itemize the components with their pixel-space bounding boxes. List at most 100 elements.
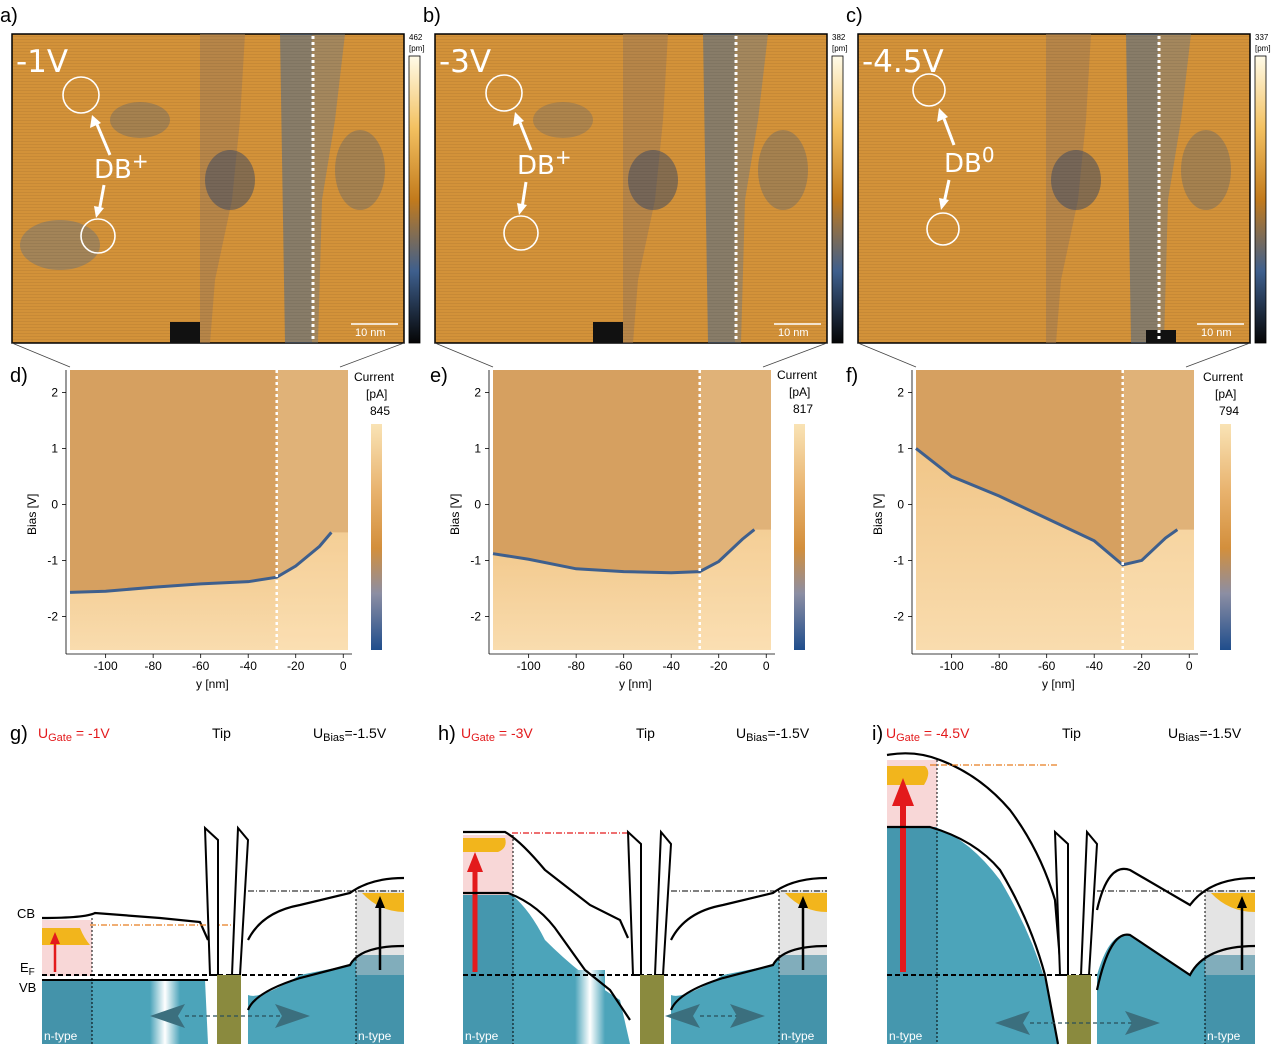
y-tick-label: 0 bbox=[51, 497, 58, 511]
heatmap-right-region bbox=[699, 370, 771, 650]
current-colorbar: Current [pA] 845 bbox=[354, 370, 395, 650]
x-tick-label: -20 bbox=[1133, 659, 1151, 673]
y-axis-label: Bias [V] bbox=[25, 494, 39, 535]
x-tick-label: -100 bbox=[517, 659, 541, 673]
current-colorbar: Current [pA] 817 bbox=[777, 368, 818, 650]
y-axis-label: Bias [V] bbox=[448, 494, 462, 535]
x-tick-label: -60 bbox=[192, 659, 210, 673]
heatmap-high-current-region bbox=[493, 529, 771, 650]
stm-image bbox=[857, 33, 1251, 344]
x-axis-label: y [nm] bbox=[1042, 677, 1075, 691]
svg-text:794: 794 bbox=[1219, 404, 1239, 418]
height-colorbar: 382 [pm] bbox=[831, 33, 848, 344]
band-diagram-h: h) UGate = -3V Tip UBias=-1.5V n-type n- bbox=[438, 723, 828, 1044]
stm-panel-b: b) -3V DB+ 10 nm 382 [pm] bbox=[423, 5, 848, 368]
height-colorbar: 462 [pm] bbox=[408, 33, 425, 344]
svg-text:[pA]: [pA] bbox=[366, 387, 387, 401]
svg-text:Current: Current bbox=[354, 370, 395, 384]
svg-text:Current: Current bbox=[1203, 370, 1244, 384]
ntype-left-label: n-type bbox=[889, 1029, 923, 1043]
y-tick-label: -2 bbox=[470, 609, 481, 623]
svg-text:[pA]: [pA] bbox=[789, 385, 810, 399]
stm-bias-label: -3V bbox=[439, 44, 491, 80]
tip-label: Tip bbox=[212, 725, 231, 741]
stm-bias-label: -1V bbox=[16, 44, 68, 80]
y-tick-label: -1 bbox=[893, 553, 904, 567]
panel-label: f) bbox=[846, 365, 858, 387]
svg-text:Current: Current bbox=[777, 368, 818, 382]
panel-label: g) bbox=[10, 723, 28, 745]
bias-label: UBias=-1.5V bbox=[1168, 725, 1242, 744]
gate-voltage-label: UGate = -3V bbox=[461, 725, 533, 744]
tip-label: Tip bbox=[636, 725, 655, 741]
map-area: -100 -80 -60 -40 -20 0 2 1 0 -1 -2 bbox=[470, 370, 775, 673]
y-tick-label: 2 bbox=[897, 385, 904, 399]
gate-voltage-label: UGate = -4.5V bbox=[886, 725, 970, 744]
svg-text:[pm]: [pm] bbox=[409, 44, 425, 53]
svg-text:845: 845 bbox=[370, 404, 390, 418]
bias-label: UBias=-1.5V bbox=[736, 725, 810, 744]
y-tick-label: 1 bbox=[474, 441, 481, 455]
current-map-e: e) -100 -80 -60 -40 -20 0 2 1 0 -1 -2 Current [pA]… bbox=[430, 365, 818, 691]
scalebar-label: 10 nm bbox=[778, 327, 809, 339]
y-tick-label: -2 bbox=[47, 609, 58, 623]
x-tick-label: -80 bbox=[990, 659, 1008, 673]
panel-label: b) bbox=[423, 5, 441, 27]
scalebar-label: 10 nm bbox=[1201, 327, 1232, 339]
y-tick-label: 2 bbox=[474, 385, 481, 399]
svg-text:817: 817 bbox=[793, 402, 813, 416]
map-area: -100 -80 -60 -40 -20 0 2 1 0 -1 -2 bbox=[893, 370, 1198, 673]
ntype-right-label: n-type bbox=[358, 1029, 392, 1043]
cb-label: CB bbox=[17, 906, 35, 921]
svg-text:[pm]: [pm] bbox=[1255, 44, 1271, 53]
x-tick-label: -60 bbox=[615, 659, 633, 673]
x-tick-label: -60 bbox=[1038, 659, 1056, 673]
current-map-d: d) -100 -80 -60 -40 -20 0 2 1 0 -1 -2 Current [pA]… bbox=[10, 365, 395, 691]
db-label: DB+ bbox=[517, 145, 572, 181]
svg-text:337: 337 bbox=[1255, 33, 1269, 42]
y-tick-label: 0 bbox=[897, 497, 904, 511]
heatmap-high-current-region bbox=[916, 448, 1194, 650]
panel-label: c) bbox=[846, 5, 863, 27]
panel-label: a) bbox=[0, 5, 18, 27]
x-tick-label: 0 bbox=[763, 659, 770, 673]
x-tick-label: -100 bbox=[94, 659, 118, 673]
stm-bias-label: -4.5V bbox=[862, 44, 944, 80]
tip-label: Tip bbox=[1062, 725, 1081, 741]
panel-label: h) bbox=[438, 723, 456, 745]
gate-voltage-label: UGate = -1V bbox=[38, 725, 110, 744]
svg-text:[pm]: [pm] bbox=[832, 44, 848, 53]
y-tick-label: -1 bbox=[470, 553, 481, 567]
current-map-f: f) -100 -80 -60 -40 -20 0 2 1 0 -1 -2 Current [pA]… bbox=[846, 365, 1244, 691]
x-axis-label: y [nm] bbox=[196, 677, 229, 691]
band-diagram-g: g) UGate = -1V Tip UBias=-1.5V bbox=[10, 723, 405, 1044]
current-colorbar: Current [pA] 794 bbox=[1203, 370, 1244, 650]
charge-transition-line bbox=[492, 528, 756, 575]
charge-transition-line bbox=[915, 447, 1179, 567]
x-tick-label: 0 bbox=[340, 659, 347, 673]
y-tick-label: -1 bbox=[47, 553, 58, 567]
height-colorbar: 337 [pm] bbox=[1254, 33, 1271, 344]
ntype-right-label: n-type bbox=[781, 1029, 815, 1043]
stm-image bbox=[434, 33, 828, 344]
panel-label: e) bbox=[430, 365, 448, 387]
heatmap-right-region bbox=[276, 370, 348, 650]
x-axis-label: y [nm] bbox=[619, 677, 652, 691]
ef-label: EF bbox=[20, 960, 35, 978]
x-tick-label: -40 bbox=[1086, 659, 1104, 673]
db-label: DB+ bbox=[94, 149, 149, 185]
x-tick-label: -20 bbox=[287, 659, 305, 673]
svg-text:462: 462 bbox=[409, 33, 423, 42]
y-tick-label: 0 bbox=[474, 497, 481, 511]
svg-text:[pA]: [pA] bbox=[1215, 387, 1236, 401]
x-tick-label: -40 bbox=[663, 659, 681, 673]
scalebar-label: 10 nm bbox=[355, 327, 386, 339]
y-tick-label: 1 bbox=[51, 441, 58, 455]
stm-image bbox=[11, 33, 405, 344]
vb-label: VB bbox=[19, 980, 36, 995]
x-tick-label: -20 bbox=[710, 659, 728, 673]
bias-label: UBias=-1.5V bbox=[313, 725, 387, 744]
map-area: -100 -80 -60 -40 -20 0 2 1 0 -1 -2 bbox=[47, 370, 352, 673]
x-tick-label: 0 bbox=[1186, 659, 1193, 673]
